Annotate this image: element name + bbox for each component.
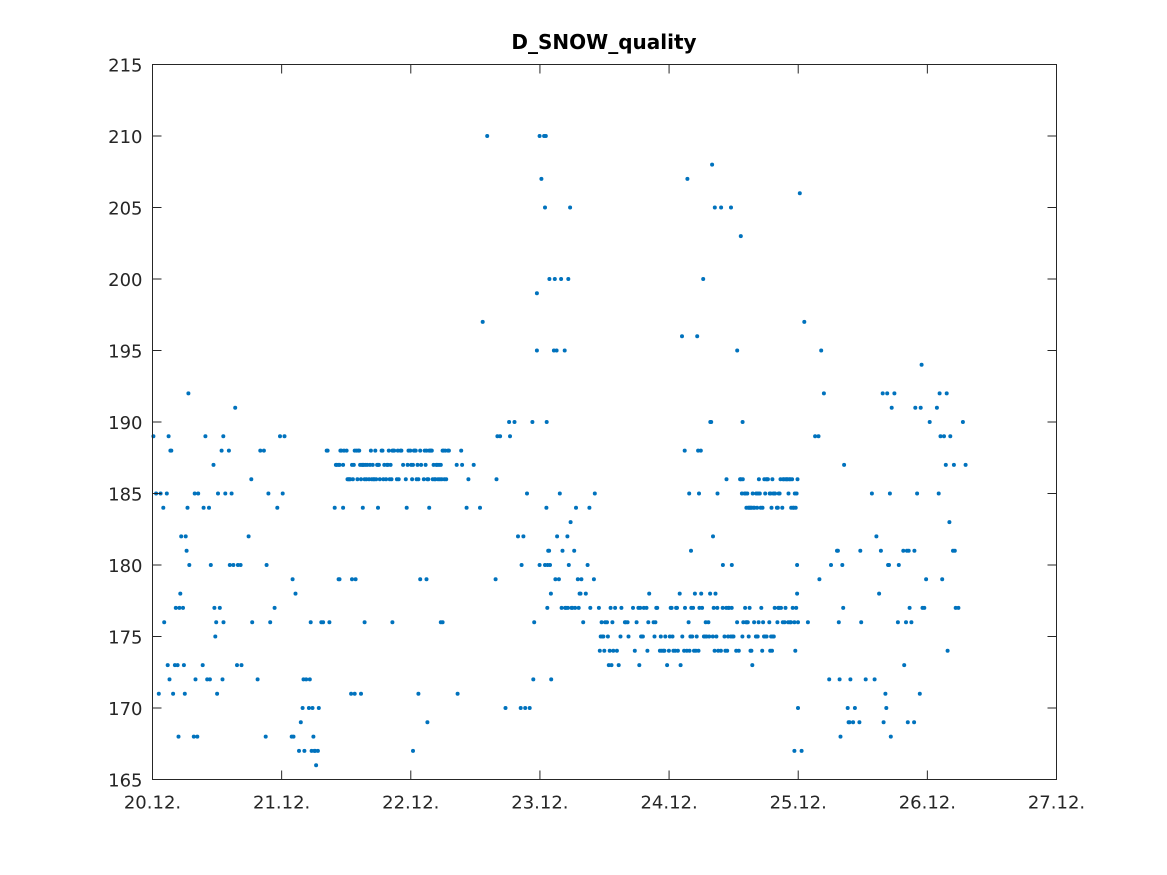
y-tick-label: 195: [108, 342, 142, 363]
y-tick-label: 165: [108, 771, 142, 792]
x-tick-label: 27.12.: [1028, 793, 1085, 814]
y-tick-label: 185: [108, 485, 142, 506]
x-tick-label: 22.12.: [382, 793, 439, 814]
y-tick-label: 200: [108, 270, 142, 291]
y-tick-label: 190: [108, 413, 142, 434]
y-tick-label: 180: [108, 556, 142, 577]
x-tick-label: 25.12.: [770, 793, 827, 814]
x-tick-label: 23.12.: [511, 793, 568, 814]
axes-box: [152, 64, 1057, 780]
y-tick-label: 175: [108, 628, 142, 649]
y-tick-label: 210: [108, 127, 142, 148]
y-axis: 165 170 175 180 185 190 195 200 205 210 215: [108, 56, 1057, 792]
x-tick-label: 21.12.: [253, 793, 310, 814]
x-tick-label: 20.12.: [124, 793, 181, 814]
x-tick-label: 24.12.: [640, 793, 697, 814]
scatter-points: [151, 134, 968, 768]
chart-title: D_SNOW_quality: [511, 30, 697, 54]
x-tick-label: 26.12.: [899, 793, 956, 814]
y-tick-label: 205: [108, 199, 142, 220]
x-axis: 20.12. 21.12. 22.12. 23.12. 24.12. 25.12. 26.1…: [124, 64, 1085, 814]
y-tick-label: 170: [108, 699, 142, 720]
y-tick-label: 215: [108, 56, 142, 77]
